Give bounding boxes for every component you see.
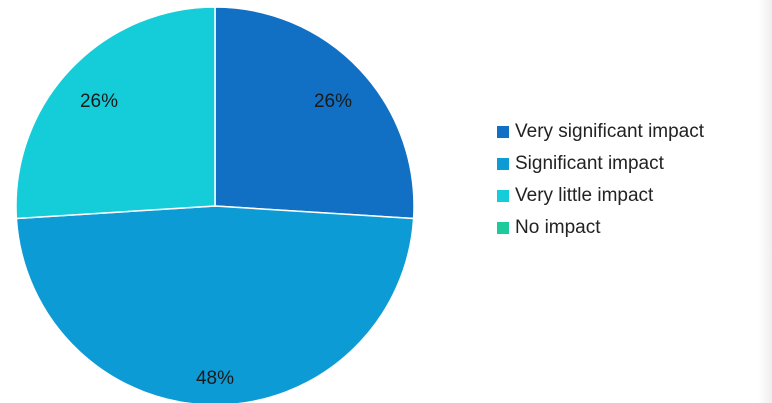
legend-swatch bbox=[497, 126, 509, 138]
pie-slice-significant-impact bbox=[15, 205, 415, 403]
pie-slice-very-significant-impact bbox=[214, 6, 415, 220]
slice-label-significant-impact: 48% bbox=[196, 368, 234, 389]
legend-label: No impact bbox=[515, 217, 601, 238]
legend-swatch bbox=[497, 190, 509, 202]
panel-edge-shadow bbox=[758, 0, 772, 403]
legend-label: Very little impact bbox=[515, 185, 654, 206]
pie-slice-very-little-impact bbox=[15, 6, 216, 220]
legend-item-no-impact: No impact bbox=[497, 217, 704, 239]
legend-swatch bbox=[497, 158, 509, 170]
slice-label-very-little-impact: 26% bbox=[80, 91, 118, 112]
legend-label: Significant impact bbox=[515, 153, 664, 174]
legend-item-significant-impact: Significant impact bbox=[497, 153, 704, 175]
legend-swatch bbox=[497, 222, 509, 234]
slice-label-very-significant-impact: 26% bbox=[314, 91, 352, 112]
legend-label: Very significant impact bbox=[515, 121, 705, 142]
legend-item-very-little-impact: Very little impact bbox=[497, 185, 704, 207]
legend-item-very-significant-impact: Very significant impact bbox=[497, 121, 704, 143]
legend: Very significant impact Significant impa… bbox=[497, 121, 704, 249]
